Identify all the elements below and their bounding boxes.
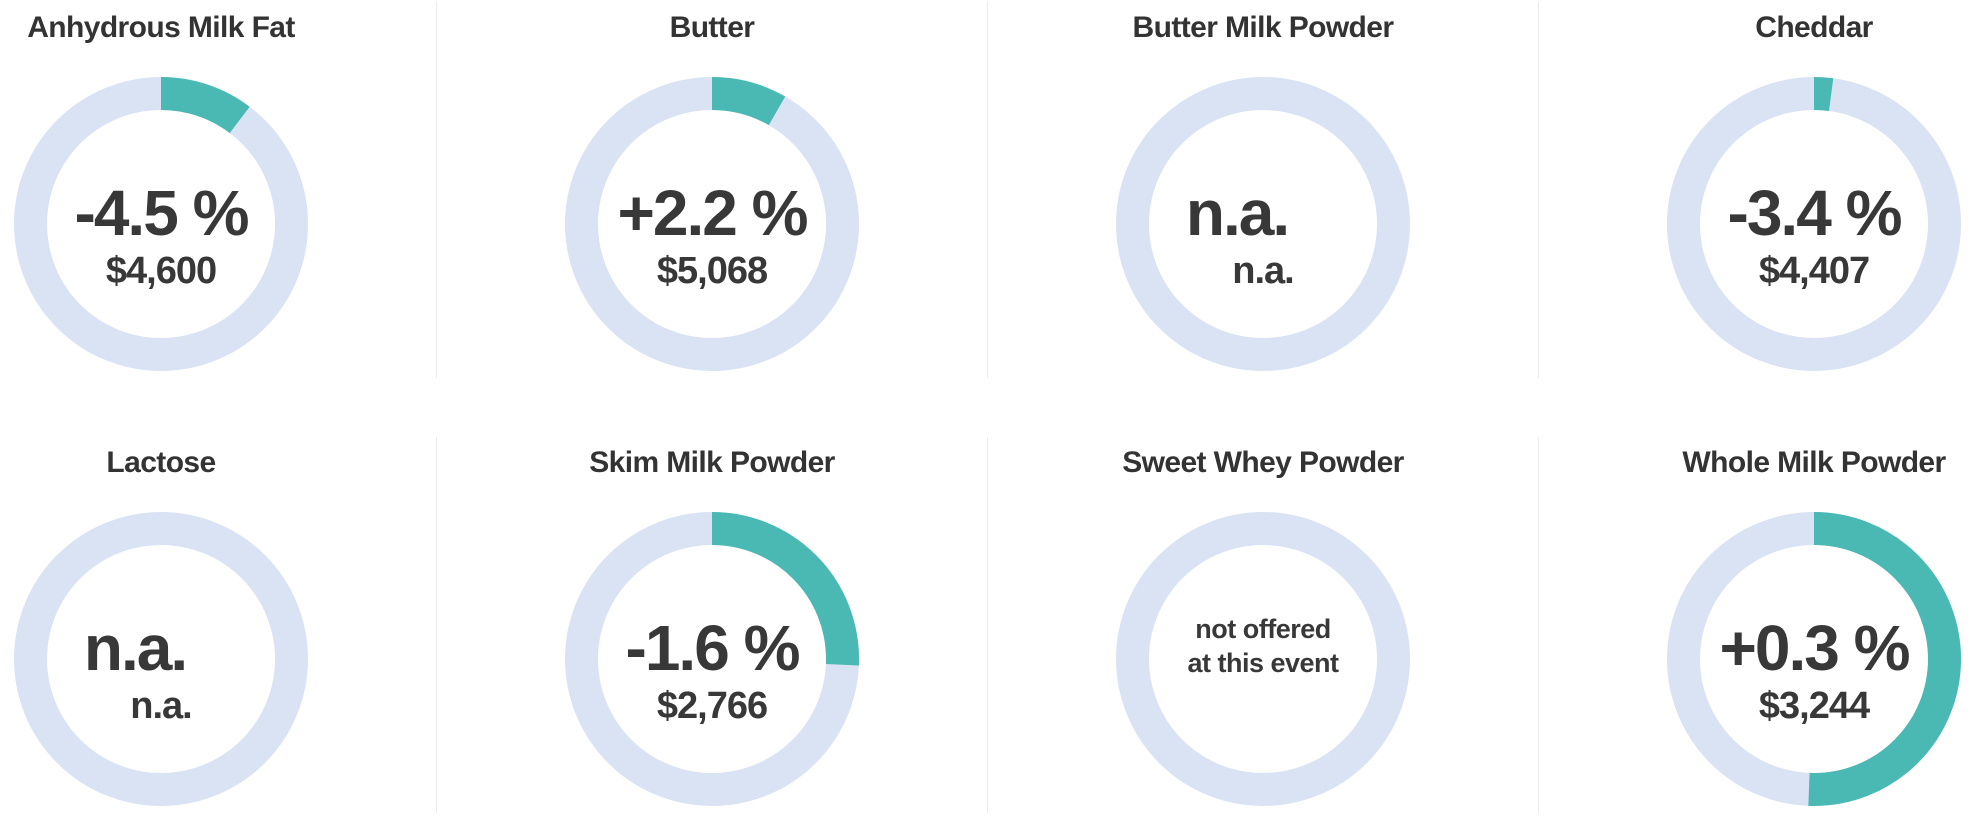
price-change-value: -1.6 % bbox=[625, 612, 801, 684]
product-title: Anhydrous Milk Fat bbox=[27, 11, 295, 44]
product-card: Skim Milk Powder -1.6 % $2,766 bbox=[437, 437, 988, 813]
donut-center-label: +2.2 % $5,068 bbox=[565, 89, 859, 383]
donut-svg bbox=[565, 512, 859, 806]
donut-center-note: not offered at this event bbox=[1116, 499, 1410, 793]
product-title: Cheddar bbox=[1755, 11, 1873, 44]
average-price-value: $4,407 bbox=[1758, 250, 1870, 292]
donut-chart: not offered at this event bbox=[1116, 512, 1410, 806]
donut-svg bbox=[1116, 77, 1410, 371]
price-change-value: n.a. bbox=[83, 612, 188, 684]
price-change-value: n.a. bbox=[1185, 177, 1290, 249]
product-card: Lactose n.a. n.a. bbox=[0, 437, 437, 813]
product-title: Sweet Whey Powder bbox=[1122, 446, 1404, 479]
donut-center-label: n.a. n.a. bbox=[1116, 89, 1410, 383]
donut-svg bbox=[14, 512, 308, 806]
average-price-value: $5,068 bbox=[656, 250, 768, 292]
donut-center-label: -4.5 % $4,600 bbox=[14, 89, 308, 383]
note-line-2: at this event bbox=[1187, 648, 1339, 678]
price-change-value: -3.4 % bbox=[1727, 177, 1903, 249]
product-title: Butter Milk Powder bbox=[1132, 11, 1395, 44]
donut-svg bbox=[565, 77, 859, 371]
donut-chart: +2.2 % $5,068 bbox=[565, 77, 859, 371]
average-price-value: $4,600 bbox=[105, 250, 217, 292]
donut-chart: -1.6 % $2,766 bbox=[565, 512, 859, 806]
product-title: Butter bbox=[669, 11, 755, 44]
donut-svg bbox=[1667, 512, 1961, 806]
donut-center-label: +0.3 % $3,244 bbox=[1667, 524, 1961, 818]
donut-track-ring bbox=[14, 512, 308, 806]
donut-chart: n.a. n.a. bbox=[1116, 77, 1410, 371]
product-card: Butter +2.2 % $5,068 bbox=[437, 2, 988, 378]
product-title: Lactose bbox=[106, 446, 216, 479]
donut-svg bbox=[1667, 77, 1961, 371]
donut-arc-segment bbox=[1667, 512, 1961, 806]
donut-arc-segment bbox=[565, 512, 859, 806]
product-title: Whole Milk Powder bbox=[1682, 446, 1946, 479]
donut-chart: +0.3 % $3,244 bbox=[1667, 512, 1961, 806]
donut-center-label: -1.6 % $2,766 bbox=[565, 524, 859, 818]
donut-arc-segment bbox=[14, 77, 308, 371]
donut-arc-segment bbox=[1667, 77, 1961, 371]
product-card: Cheddar -3.4 % $4,407 bbox=[1539, 2, 1970, 378]
donut-svg bbox=[14, 77, 308, 371]
donut-chart: -4.5 % $4,600 bbox=[14, 77, 308, 371]
product-card: Sweet Whey Powder not offered at this ev… bbox=[988, 437, 1539, 813]
average-price-value: $2,766 bbox=[656, 685, 768, 727]
donut-svg bbox=[1116, 512, 1410, 806]
donut-chart: -3.4 % $4,407 bbox=[1667, 77, 1961, 371]
note-line-1: not offered bbox=[1195, 614, 1331, 644]
donut-arc-segment bbox=[565, 77, 859, 371]
donut-track-ring bbox=[1116, 512, 1410, 806]
donut-center-label: n.a. n.a. bbox=[14, 524, 308, 818]
product-card: Anhydrous Milk Fat -4.5 % $4,600 bbox=[0, 2, 437, 378]
product-title: Skim Milk Powder bbox=[589, 446, 835, 479]
average-price-value: n.a. bbox=[1232, 250, 1294, 292]
average-price-value: n.a. bbox=[130, 685, 192, 727]
average-price-value: $3,244 bbox=[1758, 685, 1870, 727]
product-card: Butter Milk Powder n.a. n.a. bbox=[988, 2, 1539, 378]
donut-track-ring bbox=[1116, 77, 1410, 371]
price-change-value: -4.5 % bbox=[74, 177, 250, 249]
price-change-value: +0.3 % bbox=[1719, 612, 1910, 684]
donut-chart: n.a. n.a. bbox=[14, 512, 308, 806]
price-change-value: +2.2 % bbox=[617, 177, 808, 249]
product-card: Whole Milk Powder +0.3 % $3,244 bbox=[1539, 437, 1970, 813]
donut-center-label: -3.4 % $4,407 bbox=[1667, 89, 1961, 383]
